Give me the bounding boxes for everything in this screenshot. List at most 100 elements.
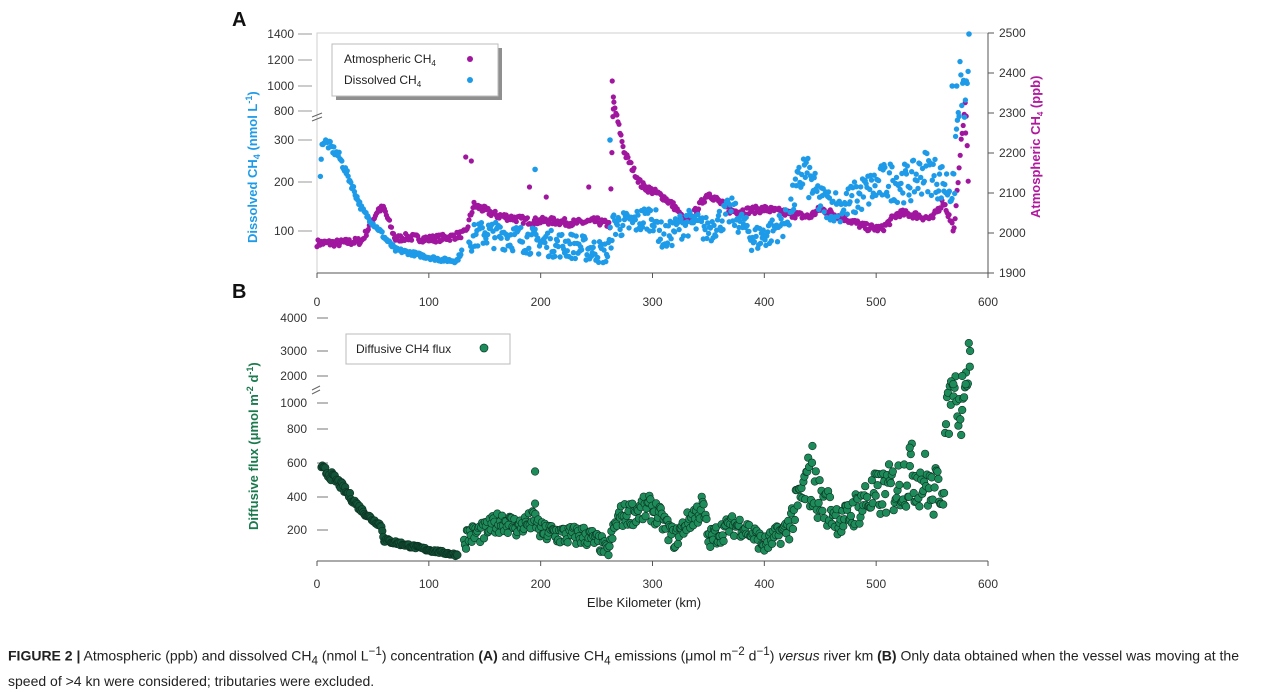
dissolved-point [898,180,904,187]
dissolved-point [650,228,656,234]
atmospheric-point [952,216,958,222]
caption-text: ) concentration [381,647,479,664]
dissolved-point [847,199,853,205]
atmospheric-point [628,160,634,166]
flux-point [503,528,512,538]
dissolved-point [595,259,602,265]
dissolved-point [551,248,557,255]
dissolved-point [964,80,970,87]
atmospheric-point [458,235,464,241]
atmospheric-point [611,99,617,105]
dissolved-point [732,200,739,206]
dissolved-point [804,170,810,176]
atmospheric-point [595,215,601,221]
dissolved-point [510,248,516,254]
dissolved-point [811,175,817,181]
dissolved-point [617,226,623,233]
right-tick-label: 2300 [999,106,1026,120]
dissolved-point [853,184,859,190]
flux-point [735,515,744,524]
left-tick-label: 800 [274,104,294,118]
flux-point [889,506,898,515]
atmospheric-point [433,239,439,245]
flux-point [815,476,824,485]
caption-sup: −2 [731,645,745,658]
atmospheric-point [897,214,903,220]
atmospheric-point [930,215,936,221]
flux-point [888,467,897,476]
dissolved-point [875,177,882,184]
dissolved-point [782,207,789,213]
dissolved-point [928,192,935,199]
dissolved-point [871,172,877,178]
dissolved-point [908,198,914,204]
dissolved-point [768,238,774,244]
left-tick-label: 1400 [267,27,294,41]
dissolved-point [833,190,839,196]
dissolved-point [590,244,596,251]
dissolved-point [612,231,619,238]
left-tick-label: 1000 [267,79,294,93]
flux-point [878,500,887,509]
dissolved-point [961,114,968,120]
flux-point [530,499,540,508]
left-tick-label: 300 [274,133,294,147]
dissolved-point [548,227,554,234]
dissolved-point [901,200,907,206]
atmospheric-point [469,209,475,216]
dissolved-point [858,206,865,212]
right-tick-label: 2100 [999,186,1026,200]
dissolved-point [867,186,873,193]
dissolved-point [688,213,694,219]
dissolved-point [760,227,766,233]
dissolved-point [567,241,573,247]
flux-point [965,362,974,371]
panel-a-axis-break [311,112,323,122]
atmospheric-point [608,186,614,192]
flux-point [811,467,820,476]
dissolved-point [748,247,755,253]
dissolved-point [331,144,337,150]
dissolved-point [930,161,936,167]
caption-text: and diffusive CH [497,647,605,664]
dissolved-point [484,240,490,246]
atmospheric-point [463,154,469,160]
dissolved-point [841,207,847,213]
dissolved-point [544,244,550,251]
x-tick-label: 0 [314,577,321,591]
flux-point [956,415,965,424]
dissolved-point [924,150,930,157]
flux-point [839,522,848,531]
dissolved-point [951,171,957,177]
dissolved-point [854,198,860,204]
dissolved-point [671,229,678,235]
dissolved-point [949,83,956,89]
dissolved-point [959,102,965,109]
dissolved-point [731,222,738,229]
dissolved-point [714,217,721,223]
dissolved-point [932,156,938,163]
y-tick-label: 400 [287,490,307,504]
flux-point [930,483,939,492]
atmospheric-point [513,219,519,225]
dissolved-point [626,225,632,231]
dissolved-point [703,214,709,221]
dissolved-point [502,247,508,253]
dissolved-point [909,169,915,175]
caption-italic: versus [778,647,820,664]
flux-point [905,443,914,452]
dissolved-point [825,189,832,195]
dissolved-point [844,211,850,217]
caption-text: ) [769,647,779,664]
dissolved-point [661,231,667,237]
panel-a-points [314,31,972,266]
dissolved-point [704,235,710,242]
dissolved-point [491,245,497,252]
dissolved-point [793,183,799,189]
caption-text: (nmol L [317,647,369,664]
dissolved-point [722,211,729,217]
dissolved-point [886,170,893,176]
dissolved-point [695,211,701,218]
dissolved-point [843,190,850,197]
dissolved-point [774,239,781,245]
